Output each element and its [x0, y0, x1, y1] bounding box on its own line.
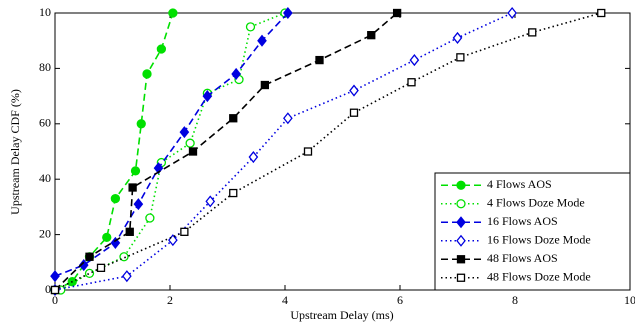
marker — [303, 147, 313, 156]
y-tick-label: 40 — [39, 171, 51, 185]
legend: 4 Flows AOS 4 Flows Doze Mode 16 Flows AOS… — [434, 172, 631, 291]
marker — [456, 199, 466, 209]
y-tick-label: 80 — [39, 60, 51, 74]
legend-box — [434, 172, 631, 291]
marker — [456, 180, 466, 190]
marker — [85, 252, 94, 261]
legend-label: 48 Flows AOS — [487, 251, 558, 265]
marker — [248, 150, 259, 164]
marker — [130, 166, 141, 176]
marker — [188, 147, 198, 156]
marker — [96, 263, 106, 272]
marker — [229, 188, 238, 198]
marker — [283, 6, 293, 20]
marker — [179, 126, 190, 139]
y-axis-label: Upstream Delay CDF (%) — [8, 89, 22, 215]
marker — [119, 252, 129, 262]
y-tick-label: 60 — [39, 116, 51, 130]
series-line — [54, 12, 602, 291]
marker — [456, 53, 465, 62]
y-tick-label: 20 — [39, 226, 51, 240]
marker — [133, 198, 144, 211]
marker — [122, 270, 132, 283]
marker — [153, 162, 164, 175]
marker — [84, 268, 95, 279]
marker — [125, 227, 134, 236]
marker — [597, 8, 606, 18]
marker — [315, 55, 324, 65]
marker — [168, 8, 178, 18]
y-tick-label: 0 — [45, 282, 51, 296]
marker — [283, 112, 293, 125]
marker — [456, 273, 466, 282]
marker — [407, 78, 416, 87]
y-tick-label: 10 — [39, 5, 51, 19]
marker — [456, 255, 466, 264]
marker — [50, 285, 60, 295]
marker — [156, 44, 167, 54]
marker — [456, 234, 466, 247]
marker — [180, 227, 189, 236]
marker — [110, 193, 121, 204]
marker — [260, 80, 270, 90]
marker — [367, 31, 376, 40]
x-tick-label: 8 — [512, 293, 518, 307]
marker — [128, 183, 137, 192]
marker — [507, 6, 517, 20]
marker — [142, 69, 152, 79]
marker — [205, 195, 216, 208]
marker — [231, 67, 241, 80]
legend-label: 16 Flows AOS — [487, 214, 558, 228]
marker — [409, 54, 420, 67]
series-line — [54, 12, 398, 291]
x-tick-label: 2 — [167, 293, 173, 307]
marker — [202, 90, 213, 103]
marker — [136, 119, 146, 129]
legend-label: 4 Flows AOS — [487, 177, 552, 191]
legend-label: 4 Flows Doze Mode — [487, 196, 585, 210]
legend-label: 16 Flows Doze Mode — [487, 233, 591, 247]
x-tick-label: 10 — [624, 293, 635, 307]
marker — [102, 232, 112, 243]
marker — [528, 28, 537, 37]
marker — [349, 84, 359, 97]
marker — [349, 108, 359, 117]
x-axis-label: Upstream Delay (ms) — [290, 308, 393, 322]
series-line — [54, 12, 289, 277]
marker — [229, 114, 238, 123]
marker — [78, 259, 89, 272]
marker — [145, 213, 155, 223]
series-line — [54, 12, 174, 291]
marker — [257, 34, 267, 47]
x-tick-label: 0 — [52, 293, 58, 307]
x-tick-label: 4 — [282, 293, 288, 307]
plot-frame — [54, 12, 631, 291]
x-tick-label: 6 — [397, 293, 403, 307]
marker — [185, 138, 195, 148]
marker — [245, 22, 256, 32]
legend-label: 48 Flows Doze Mode — [487, 270, 591, 284]
marker — [452, 31, 463, 44]
marker — [392, 8, 402, 18]
marker — [50, 270, 60, 283]
marker — [456, 216, 466, 229]
